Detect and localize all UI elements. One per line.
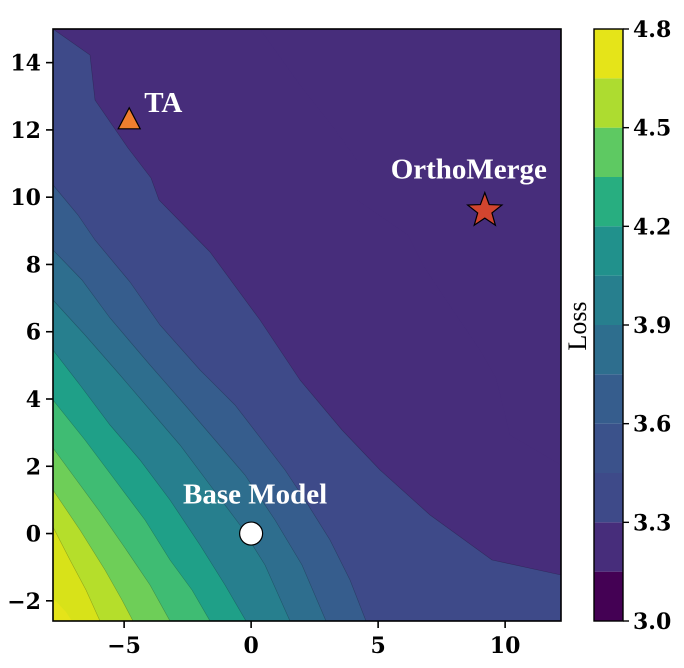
ta-marker bbox=[117, 106, 142, 130]
x-axis: −5 0 5 10 bbox=[107, 621, 520, 659]
x-tick-label: −5 bbox=[107, 633, 141, 659]
contour-band bbox=[260, 29, 561, 465]
y-tick-label: 14 bbox=[10, 51, 41, 77]
colorbar-band bbox=[594, 275, 623, 325]
y-tick-label: 2 bbox=[26, 454, 41, 480]
colorbar-tick-label: 3.0 bbox=[633, 609, 671, 635]
colorbar-tick-label: 3.3 bbox=[633, 510, 671, 536]
colorbar-band bbox=[594, 522, 623, 572]
y-tick-label: 12 bbox=[10, 118, 41, 144]
y-tick-label: 0 bbox=[26, 522, 41, 548]
ta-label: TA bbox=[144, 87, 182, 119]
y-tick-label: 8 bbox=[26, 252, 41, 278]
y-tick-label: 10 bbox=[10, 185, 41, 211]
colorbar-tick-label: 3.9 bbox=[633, 313, 671, 339]
orthomerge-label: OrthoMerge bbox=[391, 154, 547, 186]
colorbar-band bbox=[594, 374, 623, 424]
colorbar-band bbox=[594, 473, 623, 523]
colorbar-band bbox=[594, 423, 623, 473]
base-model-label: Base Model bbox=[183, 479, 327, 511]
x-tick-label: 10 bbox=[490, 633, 521, 659]
base-model-marker bbox=[239, 521, 264, 546]
colorbar-band bbox=[594, 325, 623, 375]
contour-fill-area bbox=[53, 29, 561, 621]
point-markers: TA OrthoMerge Base Model bbox=[117, 87, 547, 546]
colorbar-tick-label: 4.8 bbox=[633, 17, 671, 43]
colorbar-band bbox=[594, 571, 623, 621]
contour-band bbox=[53, 526, 101, 621]
contour-band bbox=[53, 598, 72, 621]
x-tick-label: 5 bbox=[370, 633, 385, 659]
colorbar-band bbox=[594, 29, 623, 79]
y-tick-label: 4 bbox=[26, 387, 41, 413]
colorbar-band bbox=[594, 78, 623, 128]
y-axis: −2 0 2 4 6 8 10 12 14 bbox=[7, 51, 53, 615]
colorbar-tick-label: 4.5 bbox=[633, 116, 671, 142]
colorbar-band bbox=[594, 177, 623, 227]
y-tick-label: 6 bbox=[26, 320, 41, 346]
plot-frame bbox=[52, 28, 562, 622]
orthomerge-marker bbox=[466, 190, 504, 227]
colorbar-tick-label: 4.2 bbox=[633, 214, 671, 240]
x-tick-label: 0 bbox=[243, 633, 258, 659]
colorbar-tick-label: 3.6 bbox=[633, 412, 671, 438]
colorbar-label: Loss bbox=[563, 301, 592, 350]
colorbar: 3.0 3.3 3.6 3.9 4.2 4.5 4.8 bbox=[593, 17, 671, 635]
colorbar-band bbox=[594, 127, 623, 177]
colorbar-band bbox=[594, 226, 623, 276]
y-tick-label: −2 bbox=[7, 589, 41, 615]
